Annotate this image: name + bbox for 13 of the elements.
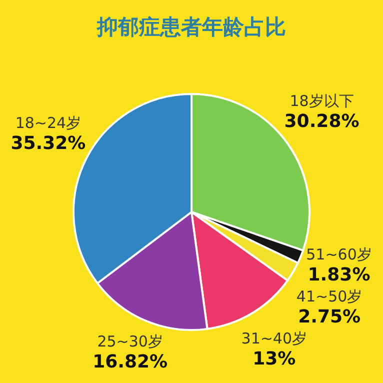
data-label: 16.82% [92,352,168,373]
slice-label: 31~40岁 [241,330,308,348]
data-label: 35.32% [10,132,86,154]
slice-label: 18岁以下 [290,92,354,110]
data-label: 13% [252,348,296,370]
data-label: 1.83% [308,264,370,286]
slice-label: 18~24岁 [15,114,82,132]
data-label: 30.28% [284,111,360,132]
data-label: 2.75% [298,306,361,328]
slice-label: 25~30岁 [97,332,163,351]
slice-label: 41~50岁 [296,288,362,306]
slice-label: 51~60岁 [306,246,372,264]
chart-title: 抑郁症患者年龄占比 [96,15,286,39]
